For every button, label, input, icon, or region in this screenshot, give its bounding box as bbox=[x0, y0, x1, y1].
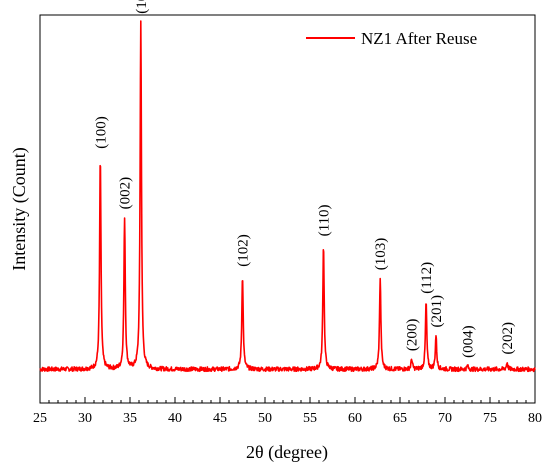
x-axis-label: 2θ (degree) bbox=[246, 442, 328, 463]
x-tick-label: 60 bbox=[348, 411, 362, 426]
x-tick-label: 25 bbox=[33, 411, 47, 426]
peak-label: (110) bbox=[317, 204, 333, 236]
x-tick-label: 55 bbox=[303, 411, 317, 426]
legend-label: NZ1 After Reuse bbox=[361, 29, 477, 48]
y-axis-label: Intensity (Count) bbox=[9, 147, 30, 271]
series-layer bbox=[39, 20, 536, 373]
peak-label: (112) bbox=[419, 262, 435, 294]
peak-label: (200) bbox=[405, 319, 421, 352]
peak-label: (202) bbox=[500, 322, 516, 355]
peak-label: (102) bbox=[236, 234, 252, 267]
x-tick-label: 70 bbox=[438, 411, 452, 426]
peak-label: (103) bbox=[373, 238, 389, 271]
x-tick-label: 80 bbox=[528, 411, 542, 426]
x-tick-label: 30 bbox=[78, 411, 92, 426]
series-line bbox=[39, 20, 536, 373]
x-tick-label: 45 bbox=[213, 411, 227, 426]
peak-label: (004) bbox=[461, 325, 477, 358]
legend: NZ1 After Reuse bbox=[306, 29, 477, 48]
x-tick-label: 35 bbox=[123, 411, 137, 426]
peak-label: (100) bbox=[93, 116, 109, 149]
x-tick-label: 40 bbox=[168, 411, 182, 426]
peak-labels: (100) (002) (101) (102) (110) (103) (200) (112)… bbox=[93, 0, 516, 358]
plot-frame bbox=[39, 14, 536, 404]
x-axis-ticks: 25 30 35 40 45 50 55 60 65 70 75 80 bbox=[33, 397, 542, 426]
peak-label: (002) bbox=[118, 177, 134, 210]
peak-label: (201) bbox=[429, 295, 445, 328]
plot-area bbox=[39, 14, 536, 404]
peak-label: (101) bbox=[134, 0, 150, 14]
x-tick-label: 50 bbox=[258, 411, 272, 426]
x-tick-label: 65 bbox=[393, 411, 407, 426]
x-tick-label: 75 bbox=[483, 411, 497, 426]
